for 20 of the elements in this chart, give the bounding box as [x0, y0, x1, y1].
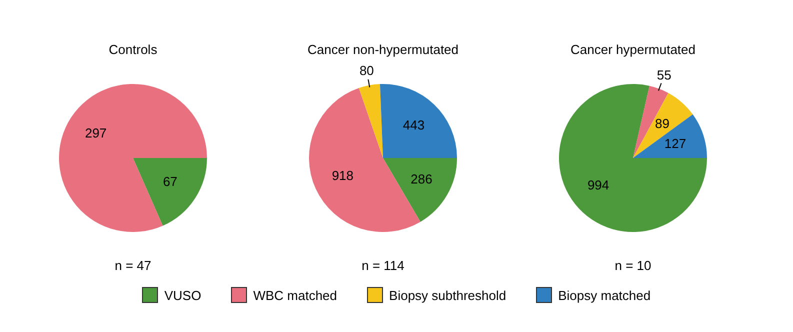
- data-label: 89: [655, 116, 670, 132]
- legend-label: WBC matched: [253, 288, 338, 302]
- data-label: 918: [332, 168, 354, 184]
- data-label: 55: [656, 67, 672, 82]
- text: n = 10: [614, 258, 652, 273]
- legend-label: Biopsy subthreshold: [389, 288, 506, 302]
- chart-title: Cancer hypermutated: [570, 42, 696, 58]
- data-label: 67: [162, 174, 178, 189]
- text: n = 114: [362, 258, 404, 273]
- data-label: 127: [664, 136, 686, 151]
- data-label: 994: [587, 177, 610, 192]
- data-label: 443: [402, 118, 425, 133]
- legend-label: Biopsy matched: [558, 288, 651, 302]
- chart-title: Cancer non-hypermutated: [307, 42, 459, 58]
- text: n = 47: [114, 258, 152, 273]
- data-label: 286: [410, 172, 432, 187]
- legend-label: VUSO: [164, 288, 202, 302]
- data-label: 80: [359, 63, 374, 78]
- chart-title: Controls: [108, 42, 158, 58]
- data-label: 297: [84, 125, 107, 140]
